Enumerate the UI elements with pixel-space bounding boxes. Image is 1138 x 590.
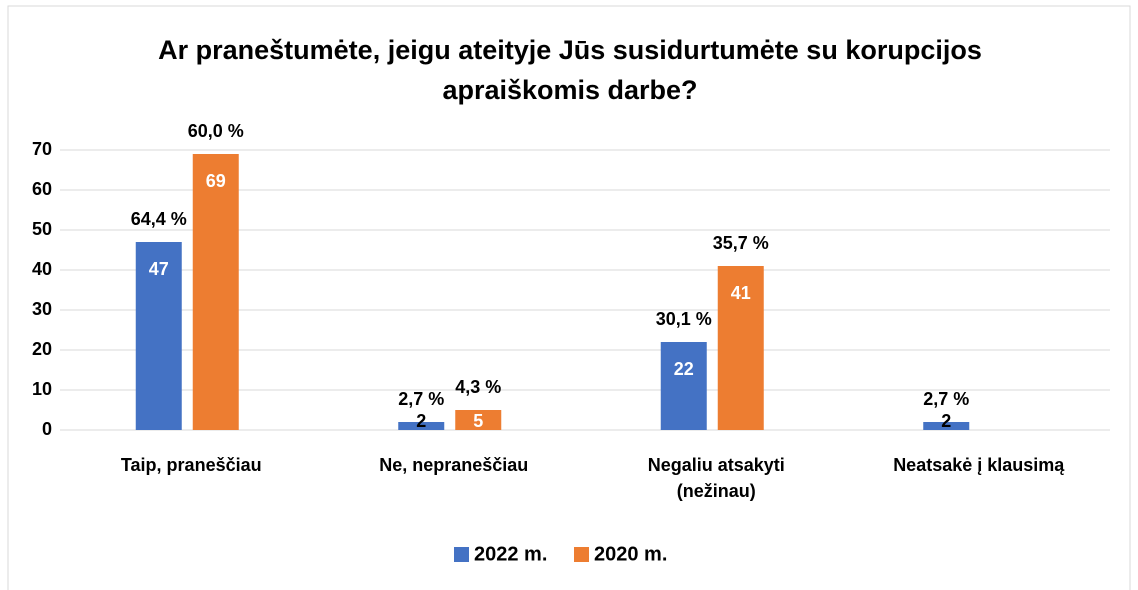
- y-tick-label: 60: [32, 179, 52, 199]
- legend-swatch: [574, 547, 589, 562]
- y-tick-label: 30: [32, 299, 52, 319]
- legend-swatch: [454, 547, 469, 562]
- y-tick-label: 50: [32, 219, 52, 239]
- y-tick-label: 10: [32, 379, 52, 399]
- x-tick-label: Negaliu atsakyti (nežinau): [647, 455, 785, 501]
- x-tick-label: Ne, nepraneščiau: [379, 455, 529, 475]
- bar: [717, 266, 764, 430]
- percent-label: 2,7 %: [398, 389, 444, 409]
- title-box: Ar praneštumėte, jeigu ateityje Jūs susi…: [158, 35, 982, 105]
- percent-label: 30,1 %: [656, 309, 712, 329]
- y-tick-label: 40: [32, 259, 52, 279]
- percent-label: 2,7 %: [923, 389, 969, 409]
- bar: [192, 154, 239, 430]
- value-label: 41: [731, 283, 751, 303]
- value-label: 2: [941, 411, 951, 431]
- chart-title: Ar praneštumėte, jeigu ateityje Jūs susi…: [158, 35, 982, 105]
- percent-label: 4,3 %: [455, 377, 501, 397]
- percent-label: 35,7 %: [713, 233, 769, 253]
- x-tick-label: Taip, praneščiau: [120, 455, 262, 475]
- percent-label: 64,4 %: [131, 209, 187, 229]
- value-label: 69: [206, 171, 226, 191]
- bar: [135, 242, 182, 430]
- bar: [660, 342, 707, 430]
- bar: [455, 410, 502, 430]
- bar: [398, 422, 445, 430]
- bar: [923, 422, 970, 430]
- value-label: 47: [149, 259, 169, 279]
- value-label: 2: [416, 411, 426, 431]
- legend-label: 2022 m.: [474, 543, 547, 565]
- y-tick-label: 70: [32, 139, 52, 159]
- percent-label: 60,0 %: [188, 121, 244, 141]
- x-tick-label: Neatsakė į klausimą: [893, 455, 1065, 475]
- value-label: 5: [473, 411, 483, 431]
- y-tick-label: 20: [32, 339, 52, 359]
- value-label: 22: [674, 359, 694, 379]
- legend-label: 2020 m.: [594, 543, 667, 565]
- y-tick-label: 0: [42, 419, 52, 439]
